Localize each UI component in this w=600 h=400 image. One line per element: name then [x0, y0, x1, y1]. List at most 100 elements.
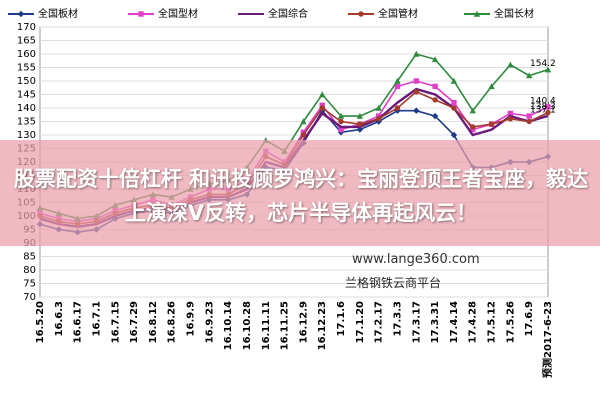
x-tick-label: 17.5.26 [505, 301, 516, 343]
legend-label: 全国板材 [38, 7, 78, 20]
point [526, 118, 532, 125]
legend-marker [358, 11, 364, 17]
point [413, 78, 419, 84]
x-tick-label: 17.2.17 [374, 301, 385, 343]
point [300, 118, 307, 125]
point [356, 112, 364, 119]
point [507, 116, 514, 122]
x-tick-label: 16.12.23 [317, 301, 328, 350]
point [507, 61, 514, 68]
point [432, 97, 438, 103]
point [394, 83, 401, 90]
x-tick-label: 17.3.31 [430, 301, 441, 343]
point [545, 104, 551, 110]
point [394, 77, 401, 84]
end-label: 137.1 [530, 105, 556, 115]
x-tick-label: 16.8.26 [167, 301, 178, 343]
y-tick-label: 165 [17, 36, 36, 47]
y-tick-label: 75 [23, 279, 36, 290]
banner-band [0, 140, 600, 246]
x-tick-label: 16.7.29 [129, 301, 140, 343]
point [431, 112, 439, 120]
point [525, 72, 533, 79]
x-tick-label: 16.9.9 [186, 301, 197, 336]
x-tick-label: 17.1.6 [336, 301, 347, 336]
point [300, 132, 307, 138]
point [488, 121, 495, 127]
watermark-url: www.lange360.com [352, 252, 480, 267]
end-label: 140.4 [530, 96, 556, 106]
point [413, 107, 420, 114]
x-tick-label: 16.12.9 [298, 301, 309, 343]
legend-label: 全国管材 [378, 7, 418, 20]
y-tick-label: 170 [17, 22, 36, 33]
point [507, 110, 514, 117]
x-tick-label: 16.11.11 [261, 301, 272, 350]
legend-marker [473, 10, 481, 17]
point [450, 131, 458, 139]
x-tick-label: 16.8.12 [148, 301, 159, 343]
x-tick-label: 16.7.1 [91, 301, 102, 336]
point [488, 83, 495, 90]
banner-text: 股票配资十倍杠杆 和讯投顾罗鸿兴：宝丽登顶王者宝座，毅达上演深V反转，芯片半导体… [13, 167, 589, 225]
point [432, 83, 438, 90]
x-tick-label: 预测2017-6-23 [541, 301, 554, 378]
point [375, 104, 382, 111]
point [431, 56, 439, 63]
y-tick-label: 85 [23, 252, 36, 263]
x-tick-label: 16.7.15 [110, 301, 121, 343]
point [470, 126, 476, 133]
end-label: 138.3 [530, 102, 556, 112]
x-tick-label: 17.1.20 [355, 301, 366, 343]
point [526, 113, 532, 119]
legend-marker [138, 11, 144, 17]
y-tick-label: 80 [23, 265, 36, 276]
watermark-name: 兰格钢铁云商平台 [345, 276, 442, 290]
x-tick-label: 16.6.3 [54, 301, 65, 336]
y-tick-label: 145 [17, 90, 36, 101]
point [357, 121, 363, 127]
x-tick-label: 16.10.14 [223, 301, 234, 350]
y-tick-label: 135 [17, 117, 36, 128]
legend-label: 全国型材 [158, 7, 198, 20]
point [451, 105, 457, 111]
legend-label: 全国综合 [268, 7, 308, 20]
y-tick-label: 155 [17, 63, 36, 74]
y-tick-label: 160 [17, 49, 36, 60]
point [375, 113, 382, 119]
y-tick-label: 150 [17, 76, 36, 87]
y-tick-label: 70 [23, 292, 36, 303]
x-tick-label: 17.5.12 [487, 301, 498, 343]
x-tick-label: 17.4.28 [468, 301, 479, 343]
point [319, 91, 326, 98]
legend-marker [17, 10, 25, 18]
y-tick-label: 130 [17, 130, 36, 141]
point [338, 126, 344, 133]
x-tick-label: 16.10.28 [242, 301, 253, 350]
point [469, 107, 476, 114]
x-tick-label: 16.9.23 [204, 301, 215, 343]
point [545, 109, 551, 116]
point [375, 116, 382, 122]
point [413, 50, 420, 57]
point [413, 89, 419, 95]
x-tick-label: 17.6.9 [524, 301, 535, 336]
x-tick-label: 16.11.25 [280, 301, 291, 350]
y-tick-label: 140 [17, 103, 36, 114]
x-tick-label: 17.3.3 [392, 301, 403, 336]
point [451, 99, 457, 106]
x-tick-label: 17.3.17 [411, 301, 422, 343]
end-label: 154.2 [530, 59, 556, 69]
point [394, 105, 401, 111]
point [337, 112, 345, 119]
point [450, 77, 458, 84]
x-tick-label: 17.4.14 [449, 301, 460, 343]
point [338, 118, 344, 125]
x-tick-label: 16.6.17 [73, 301, 84, 343]
x-tick-label: 16.5.20 [35, 301, 46, 343]
point [319, 105, 325, 111]
point [544, 66, 552, 73]
point [470, 124, 476, 130]
legend-label: 全国长材 [494, 7, 534, 20]
